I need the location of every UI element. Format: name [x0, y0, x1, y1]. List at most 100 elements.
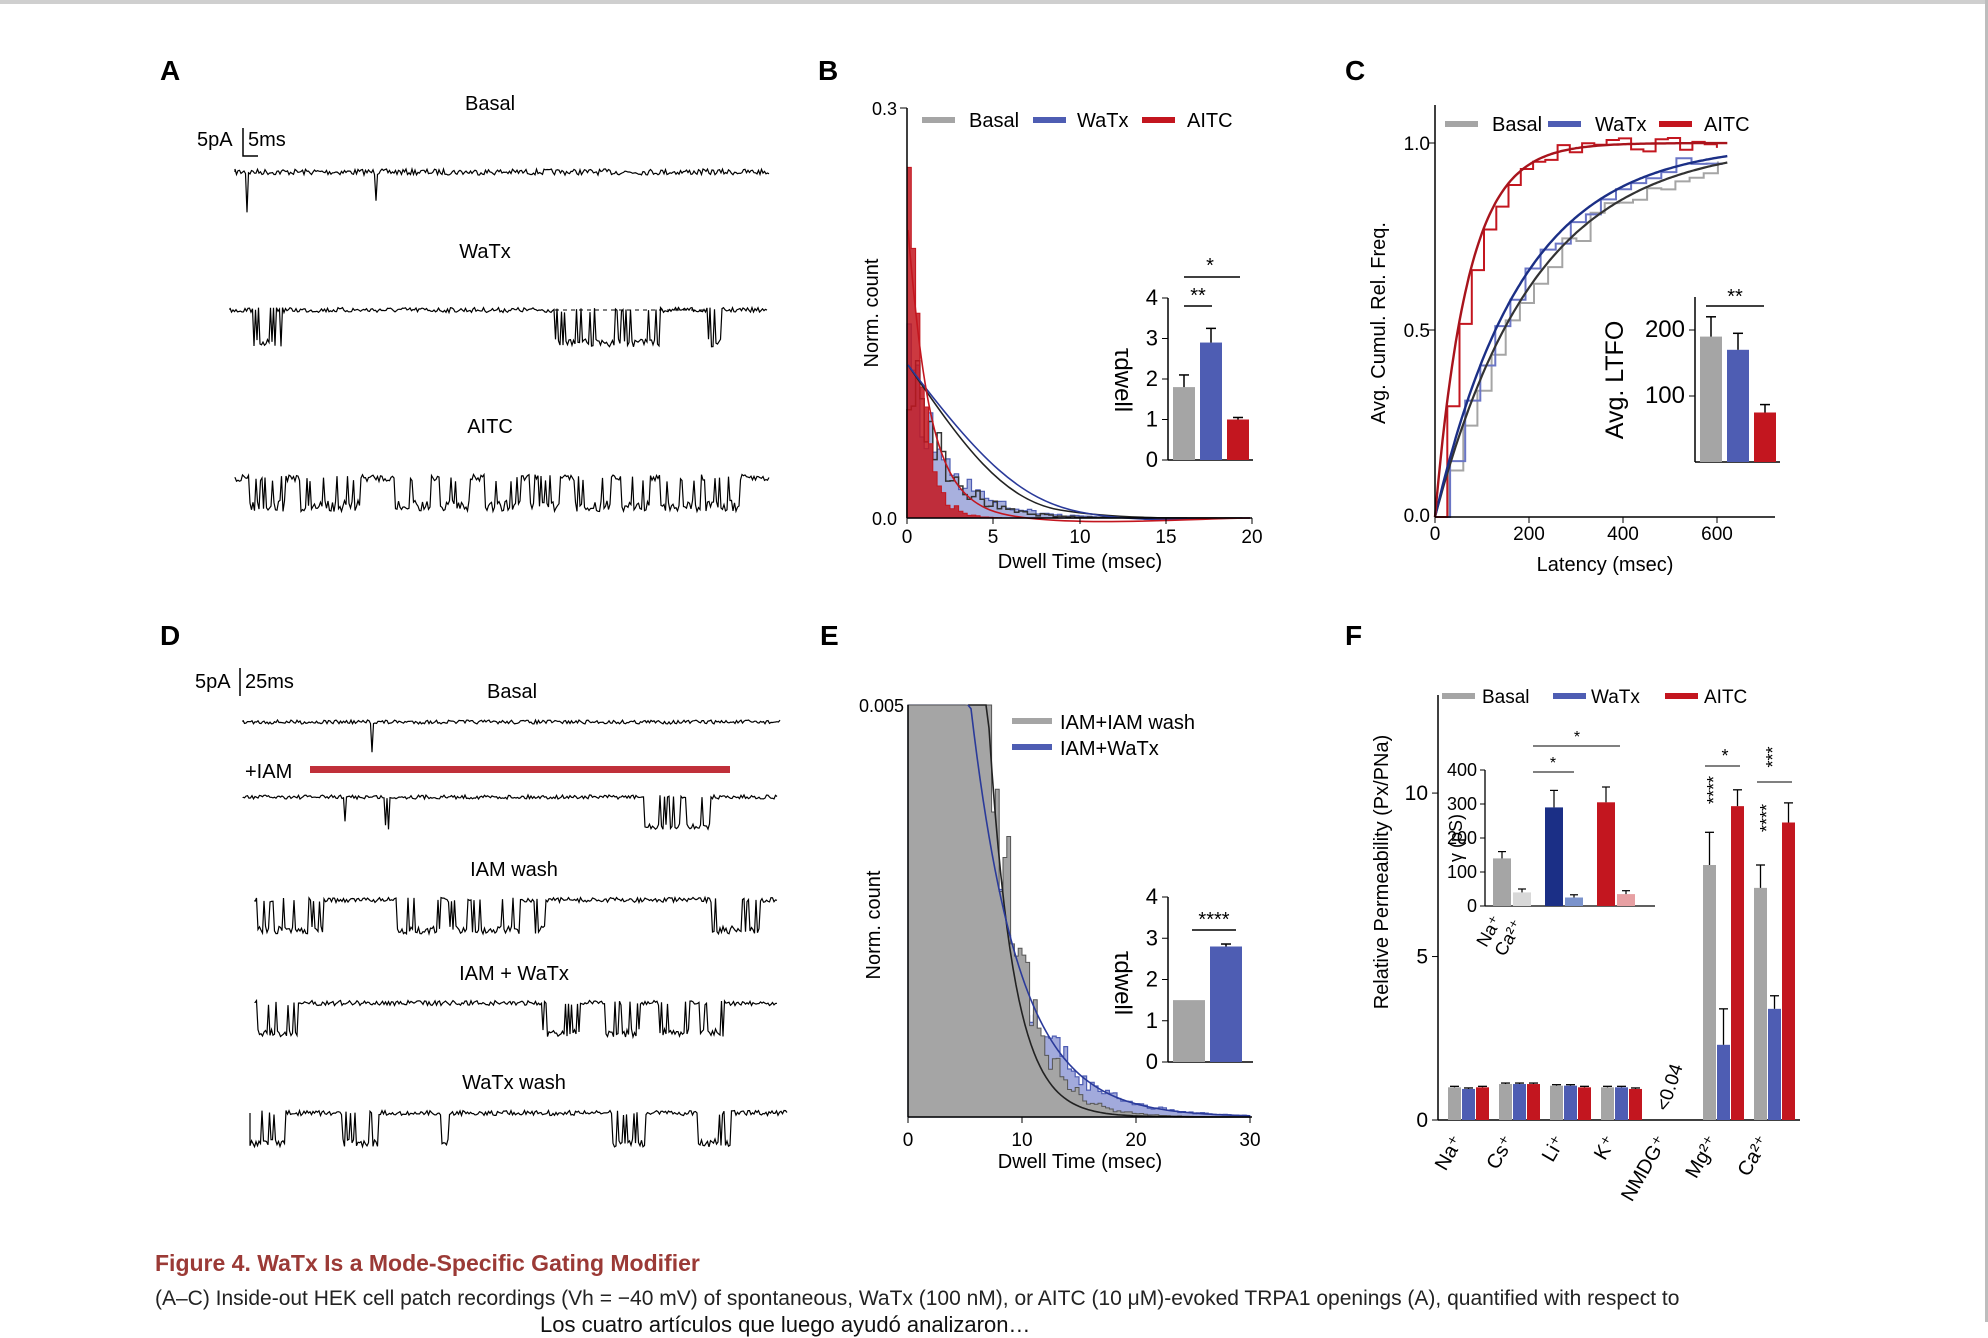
f-xtick-label: Ca²⁺ [1734, 1132, 1774, 1180]
d-trace-iam-watx [254, 998, 778, 1040]
c-xticks: 0 200 400 600 [1430, 517, 1733, 545]
c-ylabel: Avg. Cumul. Rel. Freq. [1368, 222, 1390, 424]
panel-b: B 0.3 0.0 0 5 10 15 20 Dwell Time (msec) Nor… [818, 55, 1263, 573]
e-xtick-label: 10 [1011, 1130, 1032, 1151]
inset-ytick-label: 3 [1146, 925, 1158, 950]
scale-time-a: 5ms [248, 129, 286, 151]
f-xtick-label: K⁺ [1590, 1132, 1621, 1164]
f-bar [1550, 1085, 1563, 1120]
inset-ytick-label: 3 [1146, 326, 1158, 351]
panel-letter-f: F [1345, 620, 1362, 651]
f-bar [1601, 1087, 1614, 1120]
panel-d: D 5pA 25ms Basal +IAM IAM wash IAM + WaT… [160, 620, 788, 1149]
panel-letter-b: B [818, 55, 838, 86]
fit-aitc [907, 229, 1251, 523]
inset-bar-iam-iam-wash [1173, 1000, 1205, 1062]
trace-basal [234, 166, 770, 213]
f-bar [1513, 1084, 1526, 1120]
panel-letter-d: D [160, 620, 180, 651]
scale-time-d: 25ms [245, 671, 294, 693]
f-legend: Basal WaTx AITC [1442, 687, 1747, 708]
scale-amp-a: 5pA [197, 129, 233, 151]
b-sig-star: * [1206, 255, 1214, 277]
f-bar [1615, 1087, 1628, 1120]
f-inset-bar [1597, 802, 1615, 906]
f-inset-bar [1565, 897, 1583, 906]
f-legend-basal: Basal [1482, 687, 1530, 708]
panel-letter-a: A [160, 55, 180, 86]
b-ytick-zero: 0.0 [872, 509, 897, 529]
e-xtick-label: 20 [1125, 1130, 1146, 1151]
scale-bar-a: 5pA 5ms [197, 128, 286, 157]
inset-ytick-label: 2 [1146, 967, 1158, 992]
f-sig-mg2: **** [1704, 776, 1724, 804]
cut-off-text: Los cuatro artículos que luego ayudó ana… [540, 1312, 1031, 1337]
b-legend-watx: WaTx [1077, 110, 1128, 132]
b-legend: Basal WaTx AITC [922, 110, 1233, 132]
c-xtick-label: 200 [1513, 524, 1545, 545]
f-bar [1476, 1087, 1489, 1120]
f-sig-ca: *** [1763, 746, 1783, 767]
c-sig-stars: ** [1727, 286, 1743, 308]
f-bar [1462, 1088, 1475, 1120]
f-sig-mg: * [1721, 746, 1728, 766]
f-xtick-label: Cs⁺ [1482, 1132, 1519, 1173]
b-legend-aitc: AITC [1187, 110, 1233, 132]
histogram-aitc [906, 166, 1243, 519]
e-inset: 4 3 2 1 0 τdwell **** [1109, 884, 1253, 1074]
c-ytick-1: 1.0 [1404, 134, 1430, 155]
right-border [1985, 0, 1988, 1322]
inset-ytick-label: 1 [1146, 407, 1158, 432]
f-inset-ylabel: γ (pS) [1446, 814, 1466, 862]
e-legend-iam: IAM+IAM wash [1060, 712, 1195, 734]
f-bar [1564, 1085, 1577, 1120]
f-inset-bar [1617, 894, 1635, 906]
panel-e: E 0.005 0 10 20 30 Dwell Time (msec) Norm. … [820, 620, 1261, 1173]
f-bar [1578, 1087, 1591, 1120]
d-label-iam-watx: IAM + WaTx [459, 963, 569, 985]
f-legend-watx: WaTx [1591, 687, 1640, 708]
e-xticks: 0 10 20 30 [903, 1117, 1261, 1151]
f-bar [1782, 822, 1795, 1120]
e-xtick-label: 30 [1239, 1130, 1260, 1151]
inset-bar-iam-watx [1210, 946, 1242, 1062]
c-xtick-label: 0 [1430, 524, 1441, 545]
inset-ytick-label: 0 [1146, 1049, 1158, 1074]
e-xtick-label: 0 [903, 1130, 914, 1151]
iam-application-bar [310, 766, 730, 773]
inset-ytick-label: 0 [1146, 447, 1158, 472]
c-xtick-label: 600 [1701, 524, 1733, 545]
f-xtick-label: Li⁺ [1538, 1132, 1570, 1166]
trace-label-aitc: AITC [467, 416, 513, 438]
cdf-fit-watx [1433, 154, 1728, 518]
inset-bar-aitc [1754, 412, 1776, 462]
c-legend-aitc: AITC [1704, 114, 1750, 136]
f-bar [1754, 887, 1767, 1120]
cdf-step-aitc [1435, 137, 1718, 518]
f-ytick-label: 5 [1416, 946, 1428, 969]
c-legend: Basal WaTx AITC [1445, 114, 1750, 136]
f-bar [1731, 806, 1744, 1120]
top-border [0, 0, 1988, 4]
inset-bar-basal [1700, 336, 1722, 462]
f-nmdg-note: <0.04 [1653, 1061, 1688, 1114]
inset-bar-basal [1173, 387, 1195, 460]
figure-caption-title: Figure 4. WaTx Is a Mode-Specific Gating… [155, 1250, 700, 1276]
b-legend-basal: Basal [969, 110, 1019, 132]
e-sig-stars: **** [1198, 909, 1229, 931]
inset-ytick-label: 1 [1146, 1008, 1158, 1033]
panel-a: A Basal WaTx AITC 5pA 5ms [160, 55, 770, 514]
c-xlabel: Latency (msec) [1537, 554, 1674, 576]
e-fit-watx [967, 704, 1251, 1117]
panel-letter-e: E [820, 620, 839, 651]
d-trace-iam-wash [254, 895, 778, 936]
scale-bar-d: 5pA 25ms [195, 668, 294, 696]
f-inset-sig: * [1550, 755, 1556, 772]
c-legend-basal: Basal [1492, 114, 1542, 136]
inset-bar-aitc [1227, 419, 1249, 460]
f-ytick-label: 10 [1405, 782, 1428, 805]
c-inset: 200 100 Avg. LTFO ** [1601, 286, 1780, 463]
d-label-basal: Basal [487, 681, 537, 703]
